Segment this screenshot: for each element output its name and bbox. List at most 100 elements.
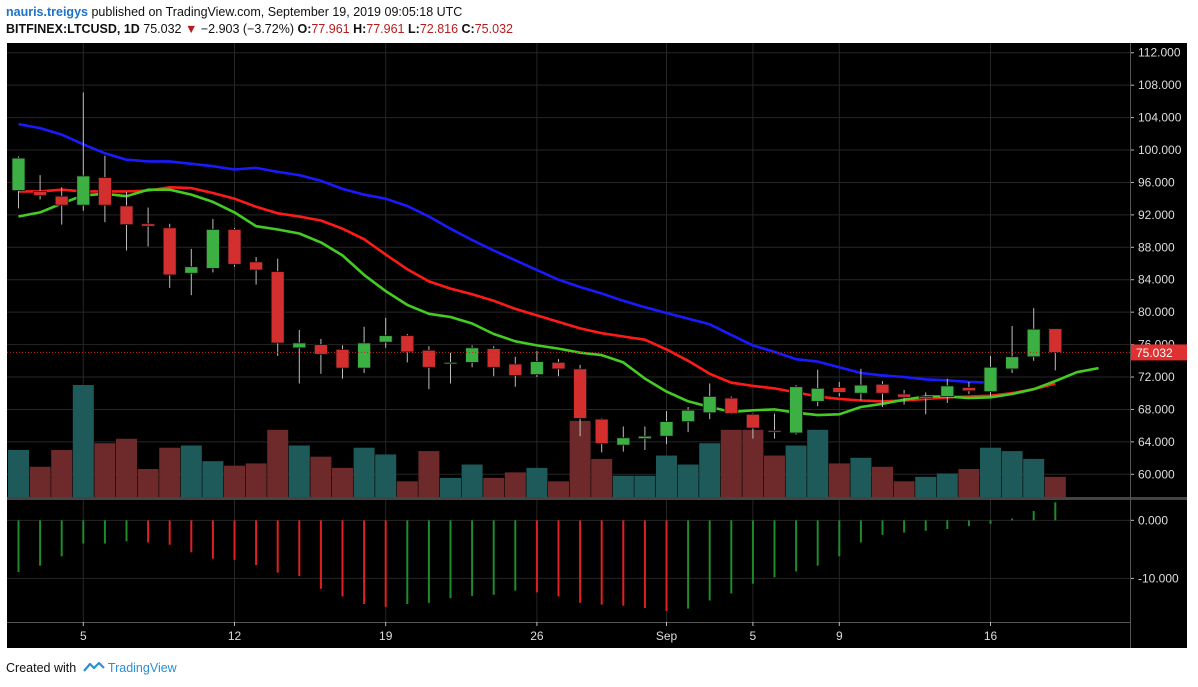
volume-bar — [159, 447, 181, 497]
candle-body-down — [746, 413, 760, 429]
time-tick-label: 5 — [80, 629, 87, 643]
candle — [789, 385, 803, 435]
candle-body-down — [594, 418, 609, 444]
footer: Created with TradingView — [6, 661, 177, 675]
candle-body-down — [33, 190, 47, 196]
candle-body-up — [292, 342, 307, 349]
candle-body-down — [1048, 328, 1063, 353]
candle — [918, 392, 933, 415]
candle — [76, 92, 91, 211]
candle — [724, 396, 739, 415]
candle-body-up — [789, 386, 803, 434]
volume-bar — [180, 445, 202, 497]
volume-bar — [872, 466, 893, 497]
volume-bar — [504, 472, 526, 497]
time-tick-label: 26 — [530, 629, 544, 643]
candle-body-down — [249, 261, 264, 271]
candle — [875, 381, 890, 408]
price-tick-label: 60.000 — [1138, 467, 1175, 481]
volume-bar — [483, 477, 505, 497]
candle-body-down — [227, 229, 242, 265]
candle-body-up — [1026, 328, 1041, 358]
candle — [335, 345, 350, 379]
volume-bar — [915, 476, 937, 497]
low-value: 72.816 — [419, 22, 459, 36]
ma-blue-line — [18, 122, 991, 384]
volume-bar — [612, 475, 634, 497]
candle-body-down — [162, 227, 177, 276]
candle-body-down — [508, 363, 523, 376]
volume-bar — [440, 477, 461, 497]
price-tick-label: 96.000 — [1138, 175, 1175, 189]
candle-body-up — [638, 435, 652, 440]
candle — [638, 426, 652, 450]
candle-body-up — [918, 396, 933, 399]
candle — [940, 378, 955, 403]
candle-body-down — [724, 397, 739, 414]
candle-body-down — [767, 430, 782, 433]
candle — [227, 227, 242, 267]
candle-body-up — [530, 361, 544, 375]
candle — [1048, 328, 1063, 371]
price-change: −2.903 (−3.72%) — [200, 22, 294, 36]
candle — [616, 426, 631, 452]
candle — [313, 338, 328, 374]
candle — [767, 413, 782, 439]
candle — [378, 317, 393, 348]
candle-body-up — [854, 384, 868, 394]
volume-bar — [677, 464, 699, 497]
last-price-label: 75.032 — [1136, 346, 1173, 360]
symbol-info: BITFINEX:LTCUSD, 1D 75.032 ▼ −2.903 (−3.… — [6, 22, 513, 36]
candle — [270, 258, 285, 356]
volume-bar — [634, 475, 656, 497]
volume-bar — [850, 457, 872, 497]
candle-body-down — [54, 195, 69, 206]
candle — [486, 346, 501, 377]
volume-bar — [418, 451, 440, 497]
candle — [983, 355, 998, 397]
high-label: H: — [353, 22, 367, 36]
candle-body-up — [681, 409, 695, 423]
volume-bar — [8, 449, 29, 497]
volume-bar — [72, 385, 94, 497]
price-tick-label: 84.000 — [1138, 273, 1175, 287]
volume-bar — [569, 420, 591, 497]
publish-text: published on TradingView.com, September … — [91, 5, 463, 19]
candle-body-up — [443, 362, 458, 365]
time-tick-label: 19 — [379, 629, 393, 643]
ma-green-line — [18, 188, 1099, 417]
author-name[interactable]: nauris.treigys — [6, 5, 88, 19]
volume-bar — [310, 456, 332, 497]
time-tick-label: 9 — [836, 629, 843, 643]
time-tick-label: 16 — [984, 629, 998, 643]
time-tick-label: 12 — [228, 629, 242, 643]
price-tick-label: 112.000 — [1138, 46, 1181, 60]
volume-bar — [288, 445, 310, 497]
candle-body-up — [659, 421, 674, 437]
candle — [508, 356, 523, 387]
candle — [33, 175, 47, 200]
candle-body-down — [875, 383, 890, 394]
candle — [357, 326, 372, 373]
candle — [573, 364, 587, 437]
volume-bar — [764, 455, 785, 497]
price-tick-label: 80.000 — [1138, 305, 1175, 319]
tradingview-brand[interactable]: TradingView — [107, 661, 177, 675]
candle-body-down — [313, 344, 328, 355]
candle-body-up — [184, 266, 199, 274]
last-price-box — [1131, 344, 1187, 361]
open-label: O: — [297, 22, 312, 36]
close-value: 75.032 — [474, 22, 513, 36]
candle — [854, 368, 868, 401]
volume-bar — [1001, 451, 1023, 497]
candle-body-up — [76, 175, 91, 206]
candle-body-down — [486, 348, 501, 368]
candle — [465, 345, 480, 368]
candle — [205, 218, 220, 273]
volume-bar — [396, 481, 418, 497]
volume-bar — [267, 429, 289, 497]
candle — [141, 207, 156, 247]
time-axis — [7, 622, 1130, 648]
oscillator-pane — [7, 500, 1130, 622]
